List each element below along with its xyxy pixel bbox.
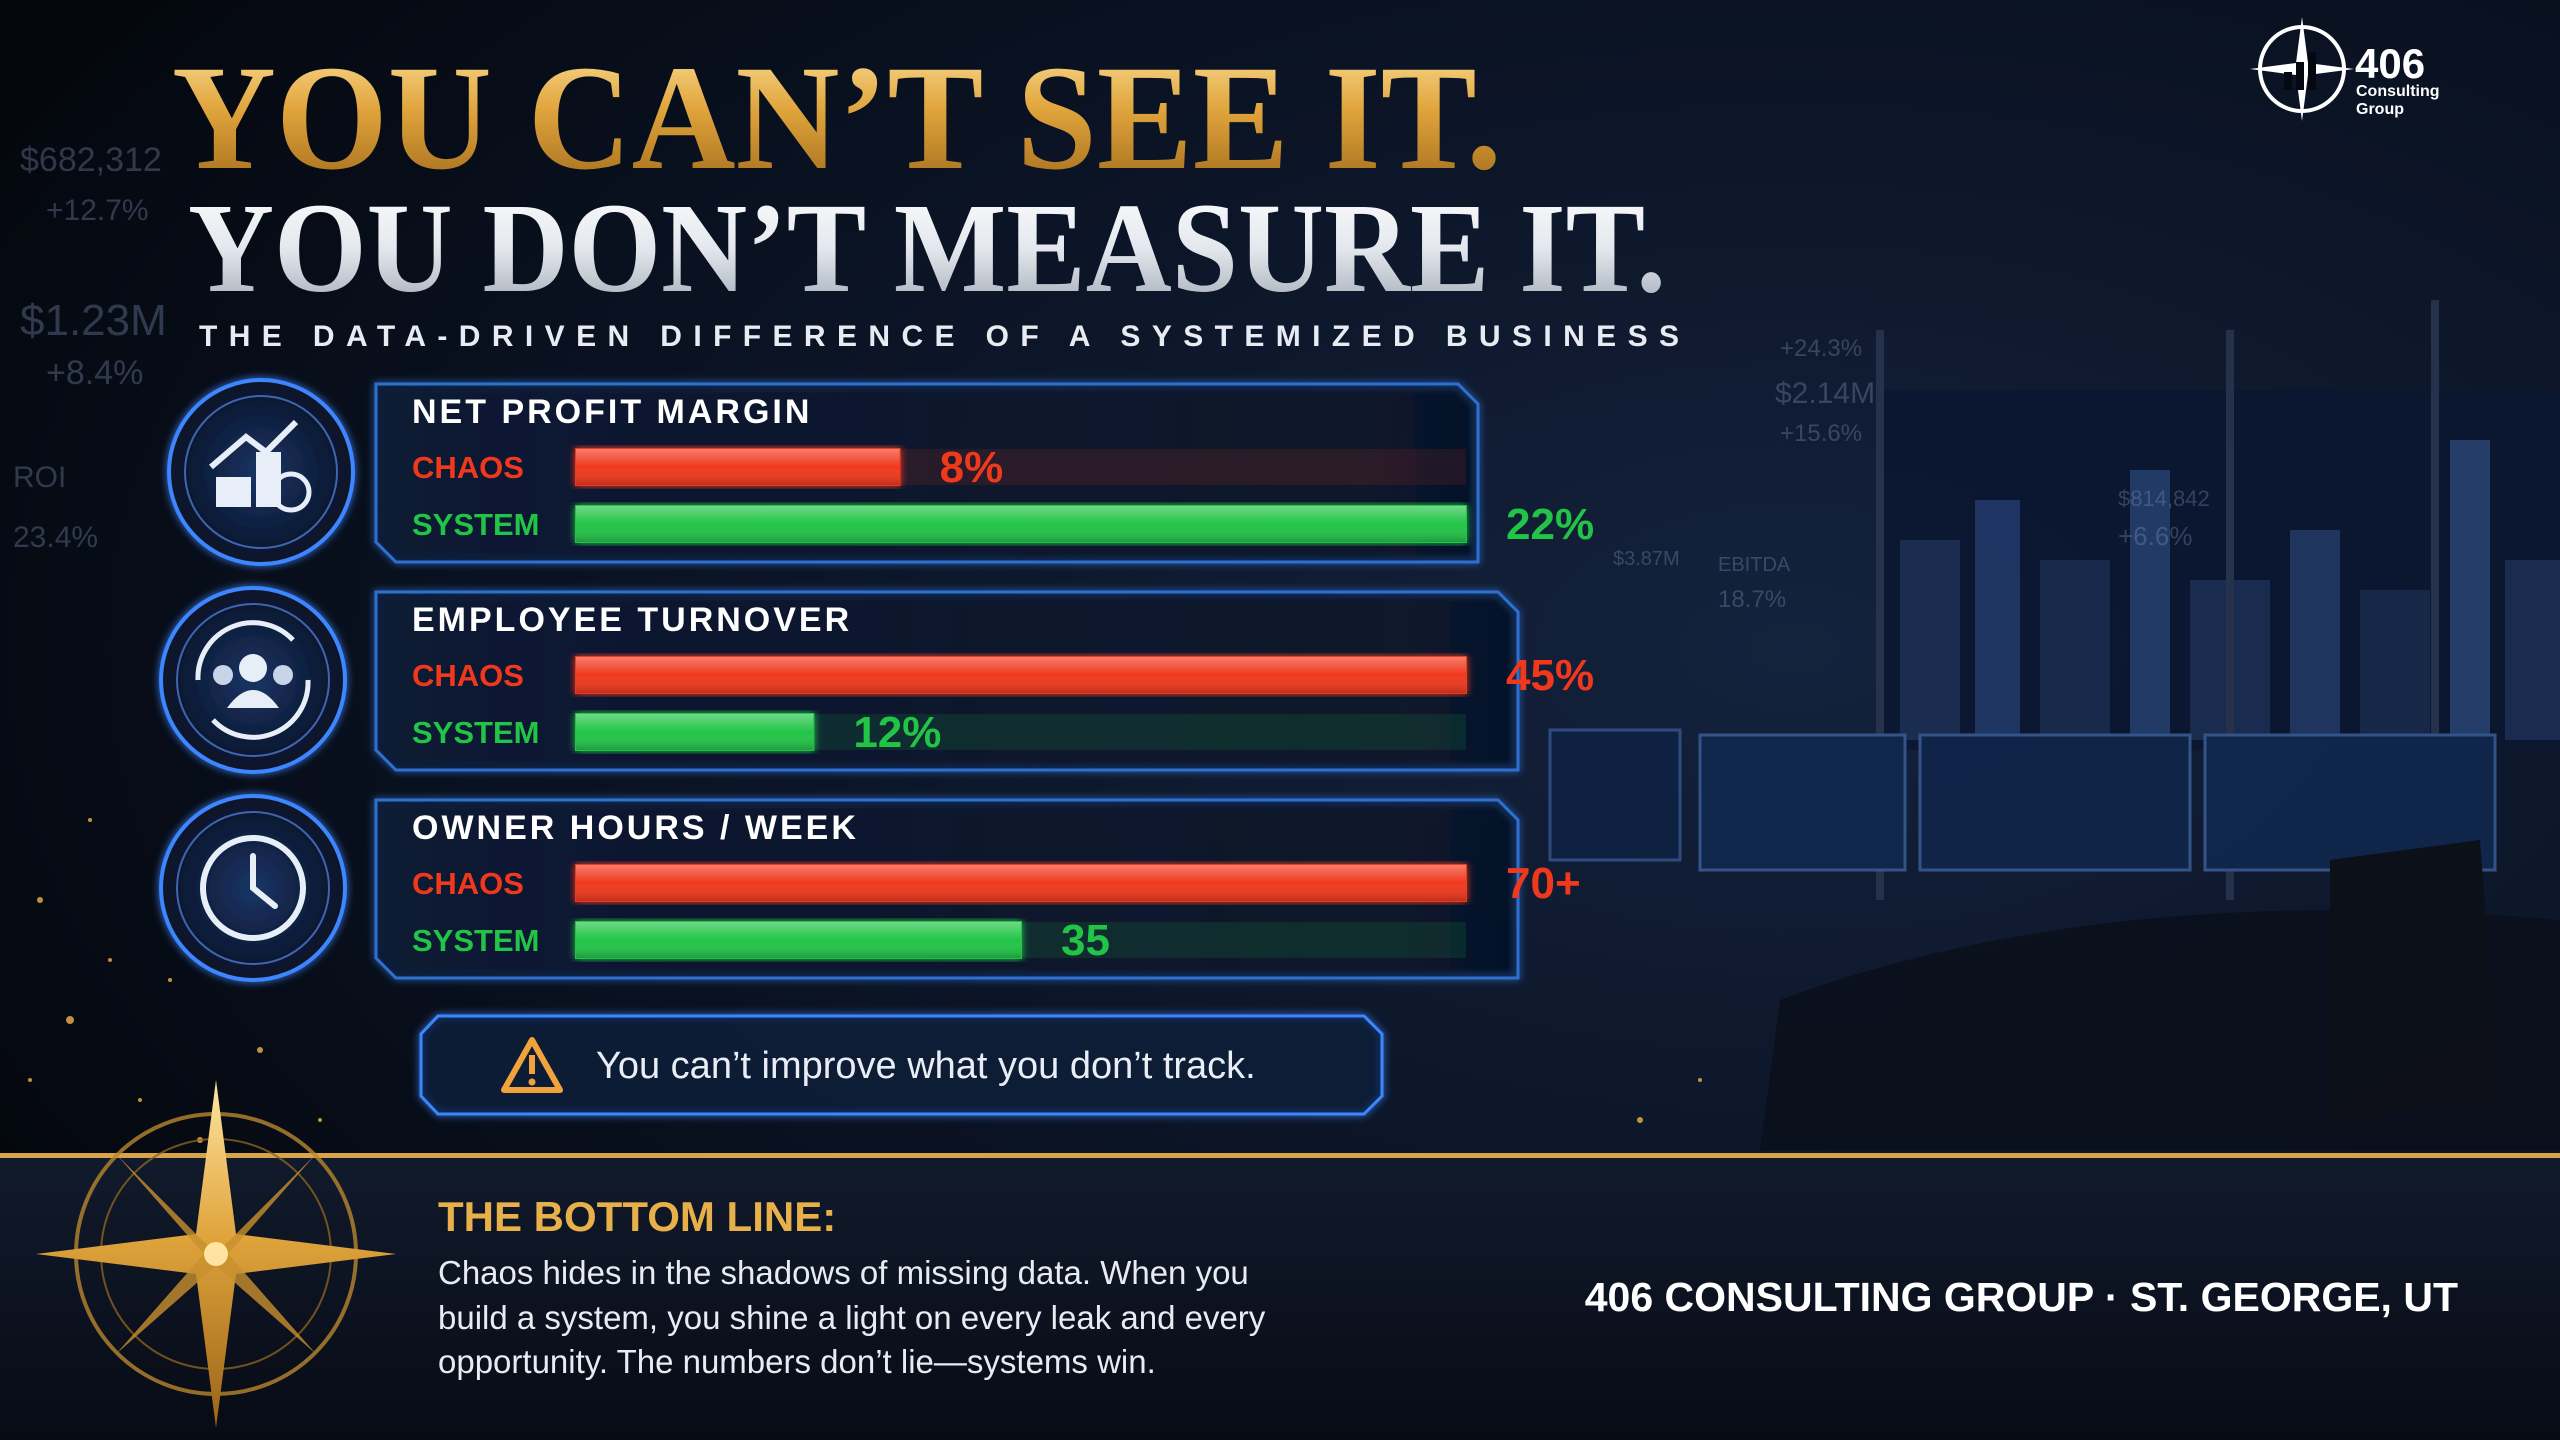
sparkles	[28, 818, 1702, 1143]
panel-title: OWNER HOURS / WEEK	[412, 809, 859, 847]
metric-panel: NET PROFIT MARGIN CHAOS 8% SYSTEM 22%	[167, 378, 1594, 566]
logo: 406 Consulting Group	[2250, 17, 2440, 121]
background-label: ROI	[13, 461, 66, 494]
background-label: +24.3%	[1780, 335, 1862, 362]
footer: 406 CONSULTING GROUP · ST. GEORGE, UT	[1585, 1274, 2458, 1320]
title-line2: YOU DON’T MEASURE IT.	[188, 177, 1666, 319]
value-label: 70+	[1506, 859, 1581, 908]
background-label: +12.7%	[46, 194, 149, 227]
background-label: $1.23M	[20, 296, 167, 345]
category-label: CHAOS	[412, 450, 524, 485]
skyline	[1548, 300, 2560, 1150]
bar-shine	[576, 657, 1466, 693]
bottom-line-text: opportunity. The numbers don’t lie—syste…	[438, 1343, 1156, 1380]
metric-panels: NET PROFIT MARGIN CHAOS 8% SYSTEM 22% EMPLOYE…	[159, 378, 1594, 982]
bottom-line-text: Chaos hides in the shadows of missing da…	[438, 1254, 1249, 1291]
bar-shine	[576, 506, 1466, 542]
background-label: +8.4%	[46, 354, 143, 392]
metric-panel: EMPLOYEE TURNOVER CHAOS 45% SYSTEM 12%	[159, 586, 1594, 774]
icon	[213, 665, 233, 685]
bar-shine	[576, 714, 814, 750]
value-label: 8%	[940, 443, 1004, 492]
icon-ring	[184, 395, 338, 549]
panel-title: EMPLOYEE TURNOVER	[412, 601, 852, 639]
icon	[239, 654, 267, 682]
icon-ring	[176, 811, 330, 965]
compass	[36, 1080, 396, 1428]
background-label: 23.4%	[13, 521, 98, 554]
background-label: 18.7%	[1718, 586, 1786, 613]
panel-title: NET PROFIT MARGIN	[412, 393, 812, 431]
category-label: SYSTEM	[412, 507, 539, 542]
background-label: +6.6%	[2118, 521, 2192, 551]
value-label: 12%	[853, 708, 941, 757]
icon	[227, 690, 279, 708]
background-labels: $682,312 +12.7% $1.23M +8.4% ROI 23.4% +24.3% $…	[13, 141, 2210, 613]
background-label: $814,842	[2118, 486, 2210, 511]
category-label: CHAOS	[412, 866, 524, 901]
background-label: EBITDA	[1718, 554, 1791, 576]
background-label: +15.6%	[1780, 420, 1862, 447]
bar-shine	[576, 865, 1466, 901]
icon	[195, 620, 311, 740]
bar-shine	[576, 922, 1021, 958]
value-label: 22%	[1506, 500, 1594, 549]
value-label: 45%	[1506, 651, 1594, 700]
icon-ring	[176, 603, 330, 757]
bottom-band	[0, 1156, 2560, 1440]
icon	[200, 835, 306, 941]
logo-line1: Consulting	[2356, 83, 2440, 100]
icon	[270, 471, 312, 513]
metric-panel: OWNER HOURS / WEEK CHAOS 70+ SYSTEM 35	[159, 794, 1581, 982]
icon	[250, 853, 278, 909]
bottom-line-text: build a system, you shine a light on eve…	[438, 1299, 1266, 1336]
bottom-line-heading: THE BOTTOM LINE:	[438, 1193, 836, 1240]
background-label: $682,312	[20, 141, 162, 179]
background-label: $3.87M	[1613, 548, 1680, 570]
gold-rule	[0, 1153, 2560, 1158]
callout: You can’t improve what you don’t track.	[419, 1014, 1384, 1116]
category-label: SYSTEM	[412, 923, 539, 958]
category-label: CHAOS	[412, 658, 524, 693]
logo-number: 406	[2355, 40, 2425, 87]
logo-line2: Group	[2356, 101, 2404, 118]
icon	[273, 665, 293, 685]
category-label: SYSTEM	[412, 715, 539, 750]
callout-text: You can’t improve what you don’t track.	[596, 1045, 1256, 1087]
icon	[216, 452, 281, 507]
bar-shine	[576, 449, 900, 485]
subtitle: THE DATA-DRIVEN DIFFERENCE OF A SYSTEMIZ…	[199, 320, 1679, 353]
icon	[209, 419, 299, 470]
title-line1: YOU CAN’T SEE IT.	[172, 35, 1502, 201]
background-label: $2.14M	[1775, 377, 1875, 410]
value-label: 35	[1061, 916, 1110, 965]
